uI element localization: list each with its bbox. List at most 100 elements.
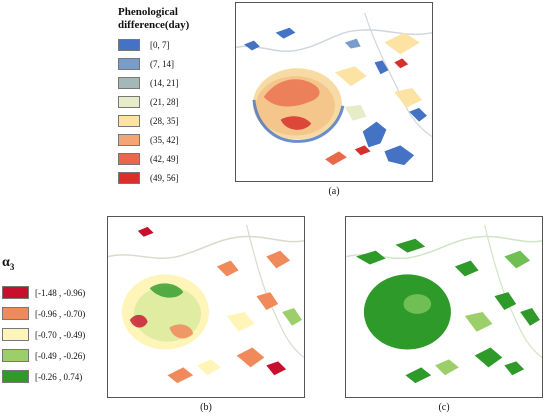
- green-patch: [355, 250, 386, 265]
- blue-patch: [384, 145, 415, 166]
- green-patch: [464, 311, 493, 332]
- legend-label: (35, 42]: [150, 134, 179, 145]
- river-channel: [483, 224, 542, 358]
- legend-label: [-1.48 , -0.96): [35, 287, 86, 298]
- green-patch: [494, 292, 517, 310]
- legend-label: [0, 7]: [150, 39, 170, 50]
- blue-patch: [344, 38, 361, 49]
- legend-label: (7, 14]: [150, 58, 174, 69]
- legend-item-5: (35, 42]: [118, 133, 228, 146]
- orange-patch: [169, 324, 194, 339]
- caption-a: (a): [328, 186, 340, 197]
- red-patch: [129, 314, 148, 328]
- river-channel: [108, 235, 304, 260]
- river-channel: [236, 29, 432, 53]
- orange-patch: [216, 260, 239, 277]
- legend-swatch: [2, 370, 29, 384]
- red-patch: [266, 361, 287, 376]
- legend-item-2: [-0.70 , -0.49): [2, 328, 107, 342]
- legend-item-6: (42, 49]: [118, 152, 228, 165]
- green-patch: [282, 307, 302, 326]
- yellow-patch: [344, 104, 367, 121]
- green-patch: [504, 361, 525, 376]
- red-patch: [394, 58, 409, 69]
- blue-patch: [409, 107, 427, 122]
- caption-c: (c): [438, 402, 450, 413]
- hotspot-patch: [263, 79, 320, 107]
- legend-item-3: (21, 28]: [118, 95, 228, 108]
- yellow-patch: [334, 66, 367, 87]
- map-panel-b: [107, 216, 305, 398]
- legend-label: (14, 21]: [150, 77, 179, 88]
- legend-title: Phenological difference(day): [118, 6, 190, 31]
- yellow-patch: [384, 32, 421, 55]
- legend-item-2: (14, 21]: [118, 76, 228, 89]
- blue-patch: [275, 27, 296, 39]
- red-patch: [354, 145, 371, 156]
- yellow-patch: [226, 311, 255, 332]
- legend-label: [-0.70 , -0.49): [35, 329, 86, 340]
- legend-label: (28, 35]: [150, 115, 179, 126]
- caption-b: (b): [200, 402, 212, 413]
- legend-swatch: [118, 114, 140, 127]
- yellow-patch: [197, 359, 221, 376]
- map-panel-c: [345, 216, 543, 398]
- orange-patch: [266, 250, 291, 269]
- legend-label: [-0.26 , 0.74): [35, 371, 83, 382]
- lake-edge: [252, 99, 345, 143]
- legend-swatch: [118, 133, 140, 146]
- orange-patch: [256, 292, 279, 310]
- legend-swatch: [2, 349, 29, 363]
- blue-patch: [244, 40, 260, 51]
- legend-swatch: [2, 328, 29, 342]
- blue-patch: [374, 60, 389, 75]
- river-channel: [245, 224, 304, 358]
- lake-region: [403, 294, 432, 314]
- map-c-image: [346, 224, 542, 384]
- legend-title-main: α: [2, 255, 10, 270]
- legend-swatch: [118, 171, 140, 184]
- legend-swatch: [118, 38, 140, 51]
- legend-item-1: (7, 14]: [118, 57, 228, 70]
- lake-region: [363, 274, 451, 350]
- blue-patch: [362, 121, 387, 148]
- river-channel: [364, 12, 432, 137]
- legend-swatch: [118, 95, 140, 108]
- legend-item-3: [-0.49 , -0.26): [2, 349, 107, 363]
- legend-label: (49, 56]: [150, 172, 179, 183]
- green-patch: [405, 367, 432, 384]
- legend-label: (42, 49]: [150, 153, 179, 164]
- legend-item-1: [-0.96 , -0.70): [2, 307, 107, 321]
- red-patch: [137, 226, 154, 237]
- green-patch: [504, 250, 531, 269]
- map-b-image: [108, 224, 304, 384]
- orange-patch: [236, 347, 265, 368]
- legend-item-4: [-0.26 , 0.74): [2, 370, 107, 384]
- green-patch: [474, 347, 503, 368]
- legend-item-0: [-1.48 , -0.96): [2, 286, 107, 300]
- legend-label: [-0.96 , -0.70): [35, 308, 86, 319]
- green-patch: [395, 238, 426, 253]
- legend-swatch: [2, 307, 29, 321]
- map-a-image: [236, 12, 432, 166]
- red-patch: [325, 151, 347, 166]
- legend-phenological-difference: Phenological difference(day) [0, 7] (7, …: [118, 6, 228, 190]
- green-patch: [454, 260, 479, 277]
- legend-swatch: [2, 286, 29, 300]
- green-patch: [520, 307, 540, 326]
- legend-item-7: (49, 56]: [118, 171, 228, 184]
- legend-swatch: [118, 76, 140, 89]
- legend-swatch: [118, 152, 140, 165]
- orange-patch: [167, 367, 194, 384]
- legend-item-0: [0, 7]: [118, 38, 228, 51]
- legend-title: α3: [2, 255, 107, 272]
- legend-label: [-0.49 , -0.26): [35, 350, 86, 361]
- legend-label: (21, 28]: [150, 96, 179, 107]
- legend-alpha3: α3 [-1.48 , -0.96) [-0.96 , -0.70) [-0.7…: [2, 255, 107, 391]
- legend-title-sub: 3: [9, 261, 15, 272]
- yellow-patch: [394, 88, 423, 108]
- hotspot-patch: [280, 116, 312, 130]
- map-panel-a: [235, 2, 433, 182]
- legend-item-4: (28, 35]: [118, 114, 228, 127]
- green-patch: [435, 359, 459, 376]
